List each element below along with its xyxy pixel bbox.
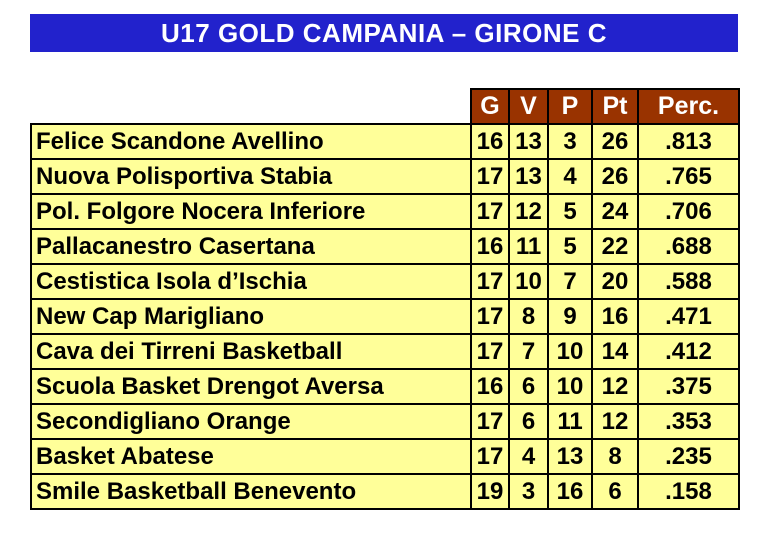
games-cell: 16 <box>470 228 510 265</box>
games-cell: 17 <box>470 333 510 370</box>
games-cell: 17 <box>470 193 510 230</box>
games-cell: 17 <box>470 438 510 475</box>
team-name: Nuova Polisportiva Stabia <box>30 158 472 195</box>
games-cell: 16 <box>470 368 510 405</box>
points-cell: 16 <box>591 298 639 335</box>
percent-cell: .765 <box>637 158 740 195</box>
wins-cell: 3 <box>508 473 549 510</box>
losses-cell: 7 <box>547 263 593 300</box>
table-row: Secondigliano Orange 17 6 11 12 .353 <box>30 403 740 440</box>
table-row: Scuola Basket Drengot Aversa 16 6 10 12 … <box>30 368 740 405</box>
page-title: U17 GOLD CAMPANIA – GIRONE C <box>30 14 738 52</box>
wins-cell: 12 <box>508 193 549 230</box>
header-row: G V P Pt Perc. <box>31 88 740 125</box>
points-cell: 26 <box>591 123 639 160</box>
points-cell: 22 <box>591 228 639 265</box>
wins-cell: 10 <box>508 263 549 300</box>
games-cell: 19 <box>470 473 510 510</box>
points-cell: 14 <box>591 333 639 370</box>
wins-cell: 7 <box>508 333 549 370</box>
team-name: Felice Scandone Avellino <box>30 123 472 160</box>
team-name: New Cap Marigliano <box>30 298 472 335</box>
percent-cell: .688 <box>637 228 740 265</box>
percent-cell: .353 <box>637 403 740 440</box>
losses-cell: 5 <box>547 193 593 230</box>
team-name: Scuola Basket Drengot Aversa <box>30 368 472 405</box>
games-cell: 17 <box>470 158 510 195</box>
points-cell: 12 <box>591 403 639 440</box>
percent-cell: .235 <box>637 438 740 475</box>
wins-cell: 4 <box>508 438 549 475</box>
losses-cell: 10 <box>547 333 593 370</box>
percent-cell: .158 <box>637 473 740 510</box>
table-row: Basket Abatese 17 4 13 8 .235 <box>30 438 740 475</box>
losses-cell: 10 <box>547 368 593 405</box>
column-header-wins: V <box>508 88 549 125</box>
table-row: Pol. Folgore Nocera Inferiore 17 12 5 24… <box>30 193 740 230</box>
team-name: Cava dei Tirreni Basketball <box>30 333 472 370</box>
column-header-games: G <box>470 88 510 125</box>
table-row: Felice Scandone Avellino 16 13 3 26 .813 <box>30 123 740 160</box>
wins-cell: 13 <box>508 158 549 195</box>
team-name: Pallacanestro Casertana <box>30 228 472 265</box>
games-cell: 17 <box>470 298 510 335</box>
team-name: Smile Basketball Benevento <box>30 473 472 510</box>
percent-cell: .588 <box>637 263 740 300</box>
percent-cell: .706 <box>637 193 740 230</box>
team-name: Basket Abatese <box>30 438 472 475</box>
team-name: Cestistica Isola d’Ischia <box>30 263 472 300</box>
team-name: Secondigliano Orange <box>30 403 472 440</box>
losses-cell: 9 <box>547 298 593 335</box>
points-cell: 6 <box>591 473 639 510</box>
wins-cell: 8 <box>508 298 549 335</box>
table-row: Cestistica Isola d’Ischia 17 10 7 20 .58… <box>30 263 740 300</box>
team-name: Pol. Folgore Nocera Inferiore <box>30 193 472 230</box>
points-cell: 26 <box>591 158 639 195</box>
column-header-points: Pt <box>591 88 639 125</box>
percent-cell: .375 <box>637 368 740 405</box>
team-column-header <box>31 89 471 124</box>
table-row: New Cap Marigliano 17 8 9 16 .471 <box>30 298 740 335</box>
losses-cell: 16 <box>547 473 593 510</box>
losses-cell: 5 <box>547 228 593 265</box>
table-row: Pallacanestro Casertana 16 11 5 22 .688 <box>30 228 740 265</box>
table-row: Cava dei Tirreni Basketball 17 7 10 14 .… <box>30 333 740 370</box>
games-cell: 16 <box>470 123 510 160</box>
table-row: Smile Basketball Benevento 19 3 16 6 .15… <box>30 473 740 510</box>
losses-cell: 13 <box>547 438 593 475</box>
standings-table: G V P Pt Perc. Felice Scandone Avellino … <box>30 88 740 510</box>
losses-cell: 11 <box>547 403 593 440</box>
wins-cell: 6 <box>508 403 549 440</box>
games-cell: 17 <box>470 263 510 300</box>
points-cell: 12 <box>591 368 639 405</box>
losses-cell: 3 <box>547 123 593 160</box>
losses-cell: 4 <box>547 158 593 195</box>
wins-cell: 6 <box>508 368 549 405</box>
column-header-losses: P <box>547 88 593 125</box>
points-cell: 20 <box>591 263 639 300</box>
points-cell: 24 <box>591 193 639 230</box>
column-header-percent: Perc. <box>637 88 740 125</box>
points-cell: 8 <box>591 438 639 475</box>
games-cell: 17 <box>470 403 510 440</box>
wins-cell: 13 <box>508 123 549 160</box>
percent-cell: .813 <box>637 123 740 160</box>
percent-cell: .412 <box>637 333 740 370</box>
table-row: Nuova Polisportiva Stabia 17 13 4 26 .76… <box>30 158 740 195</box>
wins-cell: 11 <box>508 228 549 265</box>
percent-cell: .471 <box>637 298 740 335</box>
